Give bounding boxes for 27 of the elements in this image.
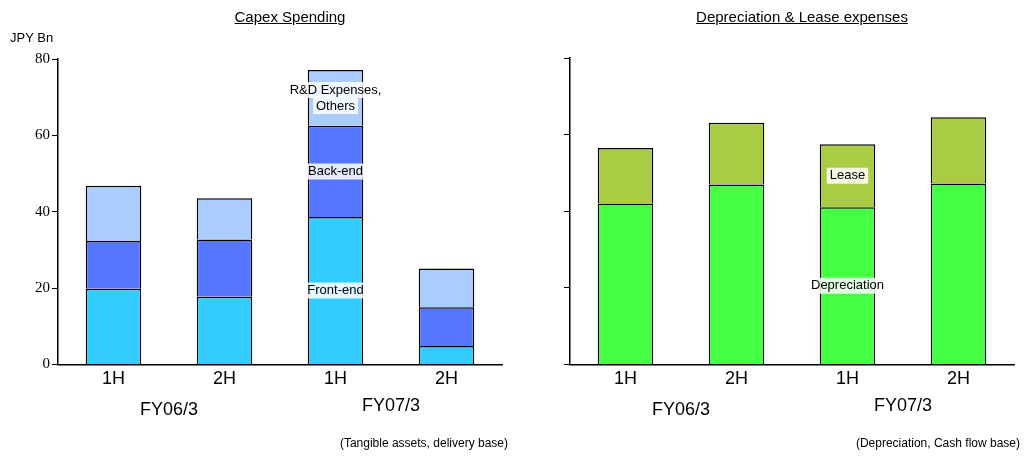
text: (Depreciation, Cash flow base) bbox=[855, 436, 1020, 451]
x-tick-label: 2H bbox=[946, 368, 971, 389]
x-tick-label: 1H bbox=[613, 368, 638, 389]
series-label: Depreciation bbox=[811, 277, 884, 293]
x-tick-label: 1H bbox=[323, 368, 348, 389]
x-tick-label: 2H bbox=[724, 368, 749, 389]
text: FY07/3 bbox=[361, 394, 421, 415]
text: FY06/3 bbox=[139, 398, 199, 419]
x-tick-label: 1H bbox=[101, 368, 126, 389]
series-label: R&D Expenses, Others bbox=[289, 81, 382, 113]
y-tick-label: 0 bbox=[42, 355, 50, 372]
y-axis-title: JPY Bn bbox=[9, 30, 55, 47]
series-label: Back-end bbox=[308, 163, 363, 178]
chart-title: Capex Spending bbox=[233, 8, 347, 27]
x-tick-label: 1H bbox=[835, 368, 860, 389]
text: (Tangible assets, delivery base) bbox=[339, 436, 508, 451]
y-tick-label: 80 bbox=[35, 49, 50, 66]
y-tick-label: 60 bbox=[35, 126, 50, 143]
text: FY06/3 bbox=[651, 398, 711, 419]
text: FY07/3 bbox=[873, 394, 933, 415]
series-label: Front-end bbox=[307, 282, 364, 298]
x-tick-label: 2H bbox=[434, 368, 459, 389]
y-tick-label: 40 bbox=[35, 202, 50, 219]
chart-title: Depreciation & Lease expenses bbox=[695, 8, 909, 27]
y-tick-label: 20 bbox=[35, 278, 50, 295]
x-tick-label: 2H bbox=[212, 368, 237, 389]
series-label: Lease bbox=[829, 167, 866, 183]
